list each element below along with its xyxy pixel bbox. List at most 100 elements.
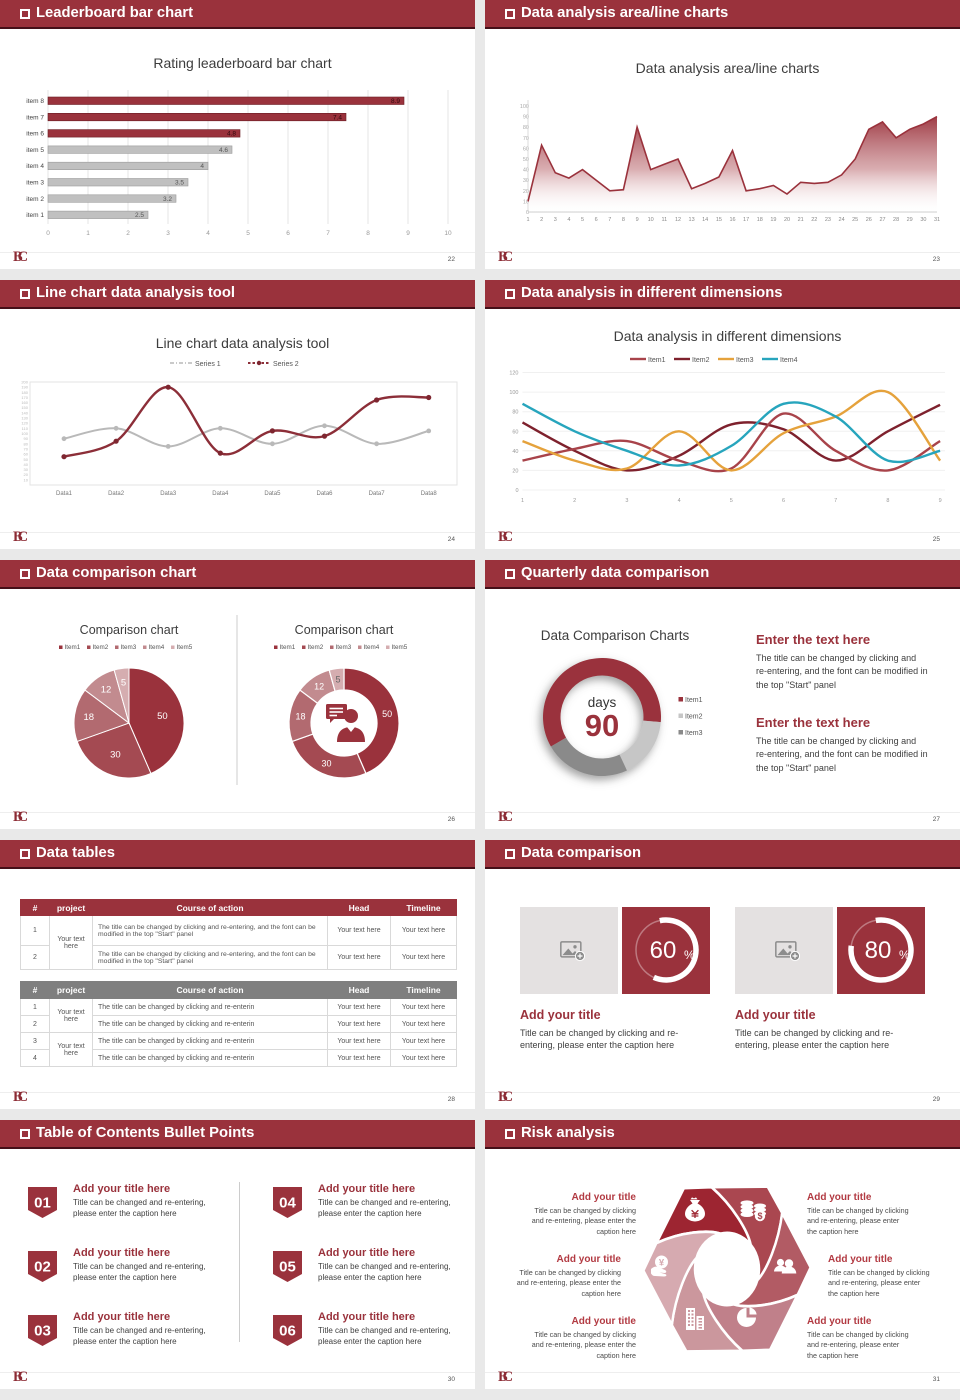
svg-text:40: 40 (24, 462, 29, 467)
svg-text:¥: ¥ (659, 1258, 665, 1269)
svg-text:27: 27 (879, 217, 885, 223)
svg-text:%: % (684, 948, 695, 962)
svg-text:Item2: Item2 (692, 357, 710, 364)
svg-text:2: 2 (126, 230, 130, 237)
svg-text:15: 15 (716, 217, 722, 223)
svg-text:2.5: 2.5 (135, 212, 144, 219)
svg-text:24: 24 (839, 217, 845, 223)
svg-text:30: 30 (920, 217, 926, 223)
svg-text:7: 7 (834, 498, 837, 504)
svg-text:18: 18 (84, 712, 95, 723)
svg-text:30: 30 (321, 758, 331, 768)
svg-text:8.9: 8.9 (391, 98, 400, 105)
svg-text:item 7: item 7 (26, 114, 44, 121)
svg-text:3: 3 (554, 217, 557, 223)
svg-text:40: 40 (523, 168, 529, 174)
svg-text:90: 90 (585, 708, 619, 743)
svg-text:Item4: Item4 (364, 644, 380, 651)
svg-text:item 5: item 5 (26, 147, 44, 154)
svg-text:50: 50 (382, 709, 392, 719)
svg-text:01: 01 (34, 1195, 51, 1212)
svg-text:4: 4 (206, 230, 210, 237)
svg-text:04: 04 (279, 1195, 296, 1212)
svg-text:8: 8 (886, 498, 889, 504)
svg-text:1: 1 (86, 230, 90, 237)
svg-text:20: 20 (523, 189, 529, 195)
svg-text:3.2: 3.2 (163, 196, 172, 203)
svg-text:item 4: item 4 (26, 163, 44, 170)
svg-text:80: 80 (24, 441, 29, 446)
svg-text:20: 20 (512, 468, 518, 474)
svg-text:140: 140 (21, 410, 28, 415)
svg-text:6: 6 (782, 498, 785, 504)
svg-text:200: 200 (21, 380, 28, 385)
svg-text:Data1: Data1 (56, 491, 73, 497)
svg-text:Item3: Item3 (736, 357, 754, 364)
svg-text:%: % (899, 948, 910, 962)
svg-text:100: 100 (21, 431, 28, 436)
svg-text:Comparison chart: Comparison chart (80, 623, 179, 637)
svg-text:19: 19 (770, 217, 776, 223)
svg-text:16: 16 (729, 217, 735, 223)
svg-text:7: 7 (326, 230, 330, 237)
svg-text:0: 0 (515, 488, 518, 494)
svg-text:3: 3 (625, 498, 628, 504)
svg-text:Item1: Item1 (685, 697, 703, 704)
svg-text:Item1: Item1 (648, 357, 666, 364)
svg-text:14: 14 (702, 217, 708, 223)
svg-text:Item3: Item3 (685, 730, 703, 737)
svg-text:29: 29 (907, 217, 913, 223)
svg-text:6: 6 (595, 217, 598, 223)
svg-text:31: 31 (934, 217, 940, 223)
svg-text:80: 80 (512, 410, 518, 416)
svg-text:4: 4 (567, 217, 570, 223)
svg-text:1: 1 (526, 217, 529, 223)
svg-text:Item2: Item2 (308, 644, 324, 651)
svg-text:4: 4 (678, 498, 681, 504)
svg-text:100: 100 (520, 104, 529, 110)
svg-text:170: 170 (21, 395, 28, 400)
svg-text:20: 20 (784, 217, 790, 223)
svg-text:Series 2: Series 2 (273, 361, 299, 368)
svg-text:Data7: Data7 (369, 491, 386, 497)
svg-text:80: 80 (865, 937, 892, 964)
svg-text:160: 160 (21, 400, 28, 405)
svg-text:13: 13 (689, 217, 695, 223)
svg-text:Data8: Data8 (421, 491, 438, 497)
svg-text:90: 90 (24, 436, 29, 441)
svg-text:Item3: Item3 (336, 644, 352, 651)
svg-text:190: 190 (21, 385, 28, 390)
svg-text:7: 7 (608, 217, 611, 223)
svg-text:item 1: item 1 (26, 212, 44, 219)
svg-text:10: 10 (648, 217, 654, 223)
svg-text:Item2: Item2 (93, 644, 109, 651)
svg-text:18: 18 (757, 217, 763, 223)
svg-text:Series 1: Series 1 (195, 361, 221, 368)
svg-text:Item1: Item1 (65, 644, 81, 651)
svg-text:50: 50 (24, 457, 29, 462)
svg-text:50: 50 (157, 711, 168, 722)
svg-text:Item4: Item4 (780, 357, 798, 364)
svg-text:4: 4 (200, 163, 204, 170)
svg-text:12: 12 (101, 684, 112, 695)
svg-text:days: days (588, 695, 617, 710)
svg-text:180: 180 (21, 390, 28, 395)
svg-text:05: 05 (279, 1259, 296, 1276)
svg-text:5: 5 (335, 674, 340, 684)
svg-text:7.4: 7.4 (333, 114, 342, 121)
svg-text:2: 2 (540, 217, 543, 223)
svg-text:12: 12 (675, 217, 681, 223)
svg-text:2: 2 (573, 498, 576, 504)
svg-text:30: 30 (523, 178, 529, 184)
svg-text:50: 50 (523, 157, 529, 163)
svg-text:12: 12 (314, 682, 324, 692)
svg-text:5: 5 (581, 217, 584, 223)
svg-text:0: 0 (526, 210, 529, 216)
svg-text:Data2: Data2 (108, 491, 125, 497)
svg-text:70: 70 (24, 446, 29, 451)
svg-text:Item2: Item2 (685, 714, 703, 721)
svg-text:20: 20 (24, 472, 29, 477)
svg-text:10: 10 (523, 199, 529, 205)
svg-text:4.6: 4.6 (219, 147, 228, 154)
svg-text:Item5: Item5 (392, 644, 408, 651)
